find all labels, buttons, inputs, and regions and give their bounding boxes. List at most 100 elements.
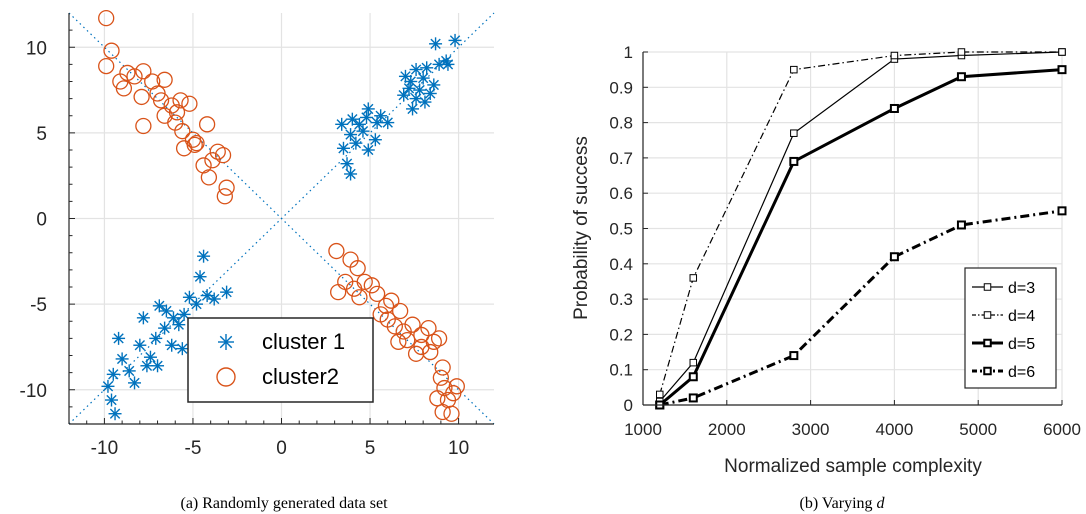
axes-a: [68, 13, 494, 425]
y-tick-label-a-0: -10: [20, 381, 47, 402]
series-line-d=6: [659, 209, 1063, 407]
cluster2-point: [386, 318, 403, 335]
reference-lines-a: [68, 12, 495, 425]
cluster-1-point: [406, 102, 420, 116]
marker-d=4: [656, 390, 664, 399]
cluster-1-point: [177, 307, 191, 321]
cluster-1-point: [149, 331, 163, 345]
cluster2-point: [330, 283, 347, 301]
legend-label-d=4: d=4: [1008, 308, 1035, 325]
cluster2-point: [135, 63, 152, 80]
cluster2-point: [434, 403, 451, 421]
cluster2-point: [181, 95, 198, 112]
cluster2-point: [216, 188, 233, 205]
cluster-1-point: [368, 133, 382, 147]
series-line-d=4: [659, 51, 1062, 395]
cluster-1-point: [356, 124, 370, 138]
line-chart: 1000 2000 3000 4000 5000 6000 0 0.1 0.2 0.3 0.4 0.5…: [571, 43, 1081, 512]
tick-labels-a: -10 -5 0 5 10 -10 -5 0 5 10: [20, 38, 470, 459]
x-tick-label-a-4: 10: [448, 438, 469, 459]
cluster2-point: [420, 319, 437, 337]
legend-label-d=5: d=5: [1008, 336, 1035, 353]
legend-box-a: [187, 317, 374, 403]
cluster2-point: [363, 277, 380, 294]
cluster-1-point: [441, 57, 455, 71]
y-tick-label-b-2: 0.2: [609, 325, 633, 344]
cluster2-point: [328, 242, 345, 260]
cluster2-point: [422, 343, 439, 361]
cluster-1-point: [166, 311, 180, 325]
legend-entry-d=5: d=5: [972, 336, 1035, 353]
y-tick-label-b-10: 1: [624, 43, 633, 62]
cluster-1-point: [427, 78, 441, 92]
legend-square-icon: [983, 338, 992, 348]
series-lines: [655, 48, 1067, 410]
cluster2-point: [383, 292, 400, 309]
cluster2-point: [198, 116, 216, 133]
tick-labels-b: 1000 2000 3000 4000 5000 6000 0 0.1 0.2 0.3 0.4 0.5…: [609, 43, 1081, 439]
cluster-1-point: [193, 270, 207, 284]
diagonal-reference-line-1: [68, 12, 495, 425]
marker-d=6: [889, 252, 899, 262]
cluster-1-point: [345, 112, 359, 126]
cluster2-point: [445, 385, 462, 402]
x-tick-label-b-3: 4000: [875, 420, 913, 439]
x-tick-label-b-2: 3000: [792, 420, 830, 439]
caption-b-variable: d: [877, 495, 886, 512]
cluster-1-point: [398, 69, 412, 83]
y-tick-label-b-3: 0.3: [609, 290, 633, 309]
y-tick-label-b-0: 0: [624, 396, 633, 415]
cluster2-point: [443, 405, 460, 422]
x-tick-label-a-3: 5: [365, 438, 376, 459]
scatter-points: [98, 9, 465, 422]
cluster-1-point: [136, 311, 150, 325]
cluster2-point: [345, 280, 363, 297]
cluster-1-point: [105, 393, 118, 407]
marker-d=5: [956, 72, 966, 82]
cluster-1-point: [143, 350, 157, 364]
legend-label-cluster2: cluster2: [262, 364, 339, 389]
y-tick-label-b-5: 0.5: [609, 220, 633, 239]
cluster2-point: [429, 390, 446, 407]
legend-label-d=6: d=6: [1008, 364, 1035, 381]
cluster2-point: [349, 260, 366, 277]
cluster2-point: [103, 42, 120, 59]
series-line-d=3: [659, 51, 1063, 402]
legend-circle-icon: [216, 367, 236, 387]
cluster-1-point: [361, 102, 375, 116]
cluster-1-point: [133, 338, 147, 352]
marker-d=4: [790, 65, 798, 74]
y-tick-label-a-1: -5: [30, 295, 47, 316]
cluster-1-point: [409, 63, 423, 77]
y-axis-label-b: Probability of success: [571, 136, 592, 320]
legend-marker-cluster2: [216, 367, 236, 387]
marker-d=4: [957, 48, 966, 56]
cluster2-point: [390, 333, 407, 350]
cluster2-point: [174, 123, 191, 140]
cluster2-point: [377, 297, 395, 314]
y-tick-label-b-1: 0.1: [609, 361, 633, 380]
cluster-1-point: [172, 318, 186, 332]
cluster-1-point: [197, 249, 211, 263]
caption-a: (a) Randomly generated data set: [180, 495, 388, 512]
cluster-1-point: [340, 157, 354, 171]
cluster-1-point: [361, 143, 375, 157]
marker-d=6: [1057, 206, 1067, 216]
cluster2-point: [188, 134, 205, 152]
y-tick-label-b-6: 0.6: [609, 184, 633, 203]
x-tick-label-b-1: 2000: [708, 420, 746, 439]
y-tick-label-a-3: 5: [36, 124, 47, 145]
legend-label-cluster-1: cluster 1: [262, 329, 345, 354]
marker-d=6: [789, 351, 799, 361]
x-tick-label-b-5: 6000: [1043, 420, 1081, 439]
cluster-1-point: [344, 128, 358, 142]
axes-b: [642, 51, 1063, 406]
cluster2-point: [399, 331, 416, 349]
cluster2-point: [186, 136, 203, 154]
marker-d=3: [689, 358, 698, 367]
legend-entry-d=3: d=3: [972, 280, 1035, 297]
y-tick-label-a-2: 0: [36, 210, 47, 231]
cluster-1-point: [106, 367, 120, 381]
cluster-1-point: [128, 376, 142, 390]
